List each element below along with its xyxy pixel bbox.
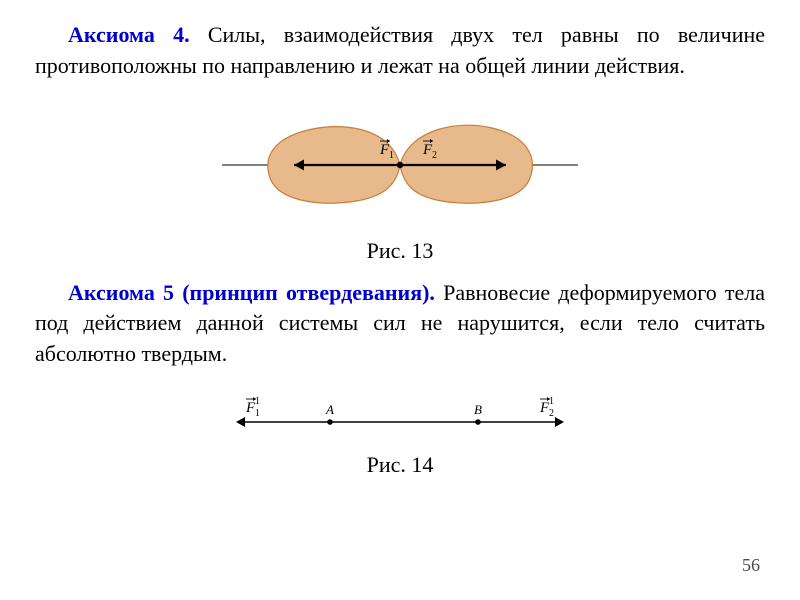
svg-text:2: 2 — [549, 408, 554, 419]
svg-text:2: 2 — [432, 150, 437, 161]
svg-text:1: 1 — [549, 396, 554, 407]
svg-text:1: 1 — [389, 150, 394, 161]
axiom4-title: Аксиома 4. — [68, 22, 190, 47]
axiom5-paragraph: Аксиома 5 (принцип отвердевания). Равнов… — [35, 278, 765, 370]
fig14-diagram: ABF11F21 — [210, 388, 590, 444]
fig13-container: F1F2 — [35, 100, 765, 230]
svg-text:A: A — [325, 402, 334, 417]
fig14-caption: Рис. 14 — [35, 452, 765, 478]
svg-text:1: 1 — [255, 408, 260, 419]
axiom4-paragraph: Аксиома 4. Силы, взаимодействия двух тел… — [35, 20, 765, 82]
fig13-diagram: F1F2 — [220, 100, 580, 230]
axiom5-title: Аксиома 5 (принцип отвердевания). — [68, 280, 435, 305]
fig14-container: ABF11F21 — [35, 388, 765, 444]
fig13-caption: Рис. 13 — [35, 238, 765, 264]
page-number: 56 — [742, 555, 760, 576]
svg-text:1: 1 — [255, 396, 260, 407]
svg-text:B: B — [474, 402, 482, 417]
